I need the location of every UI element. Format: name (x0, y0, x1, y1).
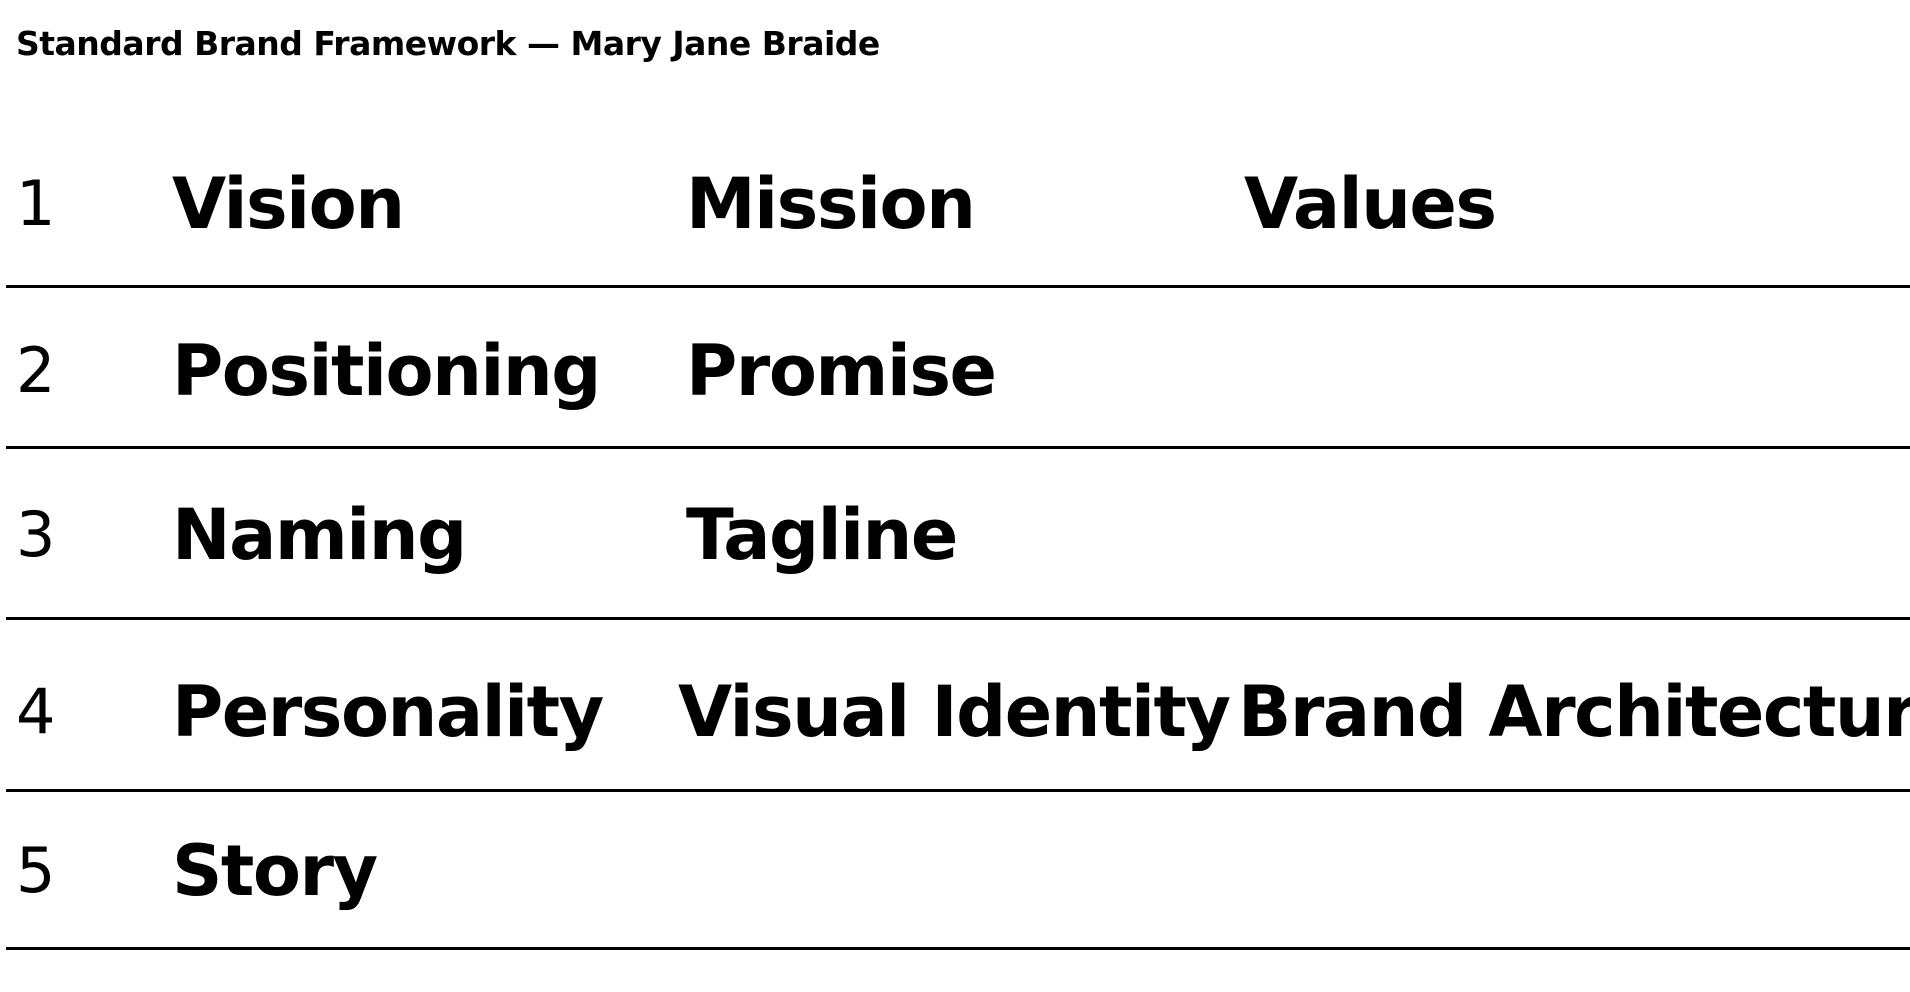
page-title: Standard Brand Framework — Mary Jane Bra… (16, 24, 880, 63)
cell-naming: Naming (172, 494, 467, 576)
framework-row-4: 4 Personality Visual Identity Brand Arch… (6, 620, 1910, 792)
cell-positioning: Positioning (172, 330, 601, 412)
row-number: 1 (16, 167, 55, 240)
cell-mission: Mission (686, 163, 976, 245)
row-number: 4 (16, 675, 55, 748)
row-number: 3 (16, 498, 55, 571)
cell-visual-identity: Visual Identity (678, 671, 1231, 753)
cell-values: Values (1244, 163, 1497, 245)
framework-row-2: 2 Positioning Promise (6, 288, 1910, 449)
framework-row-1: 1 Vision Mission Values (6, 120, 1910, 288)
row-number: 5 (16, 834, 55, 907)
cell-promise: Promise (686, 330, 997, 412)
cell-personality: Personality (172, 671, 604, 753)
brand-framework-table: 1 Vision Mission Values 2 Positioning Pr… (6, 120, 1910, 950)
framework-row-3: 3 Naming Tagline (6, 449, 1910, 620)
framework-row-5: 5 Story (6, 792, 1910, 950)
cell-brand-architecture: Brand Architecture (1238, 671, 1910, 753)
cell-tagline: Tagline (686, 494, 958, 576)
cell-story: Story (172, 830, 378, 912)
row-number: 2 (16, 334, 55, 407)
cell-vision: Vision (172, 163, 405, 245)
